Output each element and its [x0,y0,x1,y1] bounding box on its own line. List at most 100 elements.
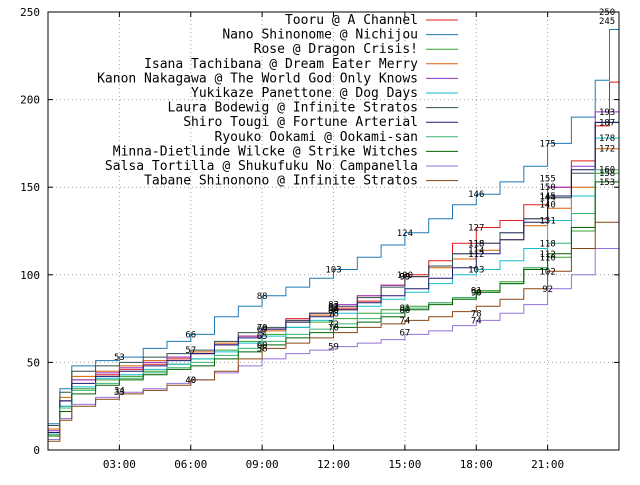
legend-label: Isana Tachibana @ Dream Eater Merry [144,57,418,72]
data-label: 99 [399,273,410,283]
data-label: 150 [539,183,555,193]
data-label: 65 [257,332,268,342]
x-tick-label: 15:00 [388,458,421,471]
data-label: 90 [471,288,482,298]
data-label: 100 [397,271,413,281]
legend-label: Ryouko Ookami @ Ookami-san [215,130,419,145]
data-label: 155 [539,174,555,184]
y-tick-label: 0 [33,444,40,457]
data-label: 160 [599,166,615,176]
legend-label: Yukikaze Panettone @ Dog Days [191,86,418,101]
legend-label: Kanon Nakagawa @ The World God Only Know… [97,71,418,86]
data-label: 114 [468,246,484,256]
data-label: 250 [599,8,615,18]
data-label: 67 [399,329,410,339]
data-label: 74 [399,316,410,326]
data-label: 118 [468,239,484,249]
x-tick-label: 06:00 [174,458,207,471]
data-label: 127 [468,223,484,233]
data-label: 90 [471,288,482,298]
data-label: 131 [539,216,555,226]
legend-label: Laura Bodewig @ Infinite Stratos [168,101,418,116]
legend-label: Nano Shinonome @ Nichijou [222,28,418,43]
legend-label: Salsa Tortilla @ Shukufuku No Campanella [105,159,418,174]
data-label: 193 [599,108,615,118]
data-label: 81 [399,304,410,314]
data-label: 153 [599,178,615,188]
y-tick-label: 150 [20,181,40,194]
data-label: 144 [539,194,555,204]
plot-frame [47,11,620,451]
data-label: 102 [539,267,555,277]
data-label: 58 [257,344,268,354]
data-label: 124 [397,229,413,239]
data-label: 112 [468,250,484,260]
data-label: 70 [257,323,268,333]
data-label: 91 [471,287,482,297]
data-label: 118 [539,239,555,249]
data-label: 103 [468,266,484,276]
data-label: 175 [539,139,555,149]
data-label: 72 [328,320,339,330]
data-label: 88 [257,292,268,302]
data-label: 158 [599,169,615,179]
data-label: 66 [185,330,196,340]
data-label: 60 [257,341,268,351]
data-label: 78 [328,309,339,319]
series-line [48,187,620,442]
data-label: 245 [599,17,615,27]
legend-label: Rose @ Dragon Crisis! [254,42,418,57]
data-label: 78 [471,309,482,319]
data-label: 103 [325,266,341,276]
x-tick-label: 12:00 [317,458,350,471]
data-label: 118 [468,239,484,249]
data-label: 83 [328,301,339,311]
series-line [48,82,620,433]
data-label: 92 [542,285,553,295]
data-label: 80 [399,306,410,316]
x-tick-label: 21:00 [531,458,564,471]
point-labels: 81 100 127 155 250 53 66 88 103 124 146 175 245 91 110… [114,8,615,398]
y-tick-label: 50 [27,356,40,369]
series-lines [48,12,620,442]
data-label: 187 [599,118,615,128]
data-label: 53 [114,353,125,363]
data-label: 99 [399,273,410,283]
y-tick-label: 100 [20,269,40,282]
x-tick-label: 03:00 [103,458,136,471]
data-label: 40 [185,376,196,386]
legend-label: Shiro Tougi @ Fortune Arterial [183,115,418,130]
data-label: 74 [471,316,482,326]
data-label: 110 [539,253,555,263]
data-label: 99 [399,273,410,283]
data-label: 80 [328,306,339,316]
data-label: 178 [599,134,615,144]
data-label: 70 [328,323,339,333]
legend-label: Tooru @ A Channel [285,13,418,28]
y-tick-label: 200 [20,94,40,107]
data-label: 140 [539,201,555,211]
data-label: 34 [114,386,125,396]
data-label: 40 [185,376,196,386]
data-label: 57 [185,346,196,356]
legend-label: Minna-Dietlinde Wilcke @ Strike Witches [113,144,418,159]
data-label: 59 [328,343,339,353]
data-label: 69 [257,325,268,335]
data-label: 82 [328,302,339,312]
series-line [48,12,620,425]
data-label: 146 [468,190,484,200]
x-tick-label: 09:00 [246,458,279,471]
axes: 0 50 100 150 200 250 03:00 06:00 09:00 12:00 15:00… [20,6,620,471]
x-tick-label: 18:00 [460,458,493,471]
y-tick-label: 250 [20,6,40,19]
data-label: 145 [539,192,555,202]
legend-label: Tabane Shinonono @ Infinite Stratos [144,174,418,189]
series-line [48,90,620,435]
data-label: 112 [539,250,555,260]
data-label: 172 [599,145,615,155]
data-label: 80 [328,306,339,316]
data-label: 81 [328,304,339,314]
